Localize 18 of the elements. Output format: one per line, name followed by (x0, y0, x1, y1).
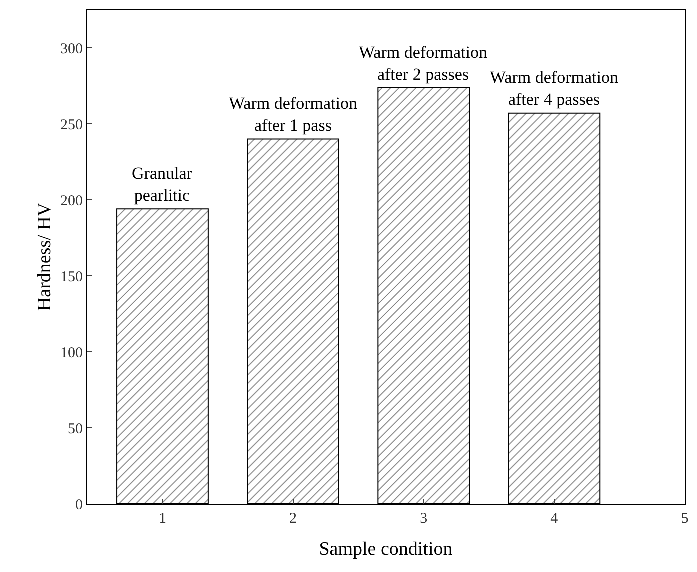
x-tick-label: 4 (550, 511, 559, 527)
y-tick-label: 100 (60, 345, 83, 362)
x-tick-label: 2 (290, 511, 298, 527)
y-tick-label: 250 (60, 117, 83, 134)
annotation: Granular pearlitic (132, 164, 193, 206)
y-axis-title: Hardness/ HV (34, 202, 56, 312)
x-tick-label: 3 (420, 511, 428, 527)
annotation: Warm deformation after 1 pass (229, 94, 358, 136)
y-tick-label: 200 (60, 193, 83, 210)
x-tick-label: 1 (158, 511, 166, 527)
x-tick-label: 5 (681, 511, 689, 527)
annotation: Warm deformation after 4 passes (490, 68, 619, 110)
x-axis-title: Sample condition (319, 538, 454, 560)
y-tick-label: 50 (68, 421, 83, 438)
y-tick-label: 300 (60, 41, 83, 58)
y-tick-label: 0 (76, 497, 83, 514)
annotation: Warm deformation after 2 passes (359, 43, 488, 84)
y-tick-label: 150 (60, 269, 83, 286)
